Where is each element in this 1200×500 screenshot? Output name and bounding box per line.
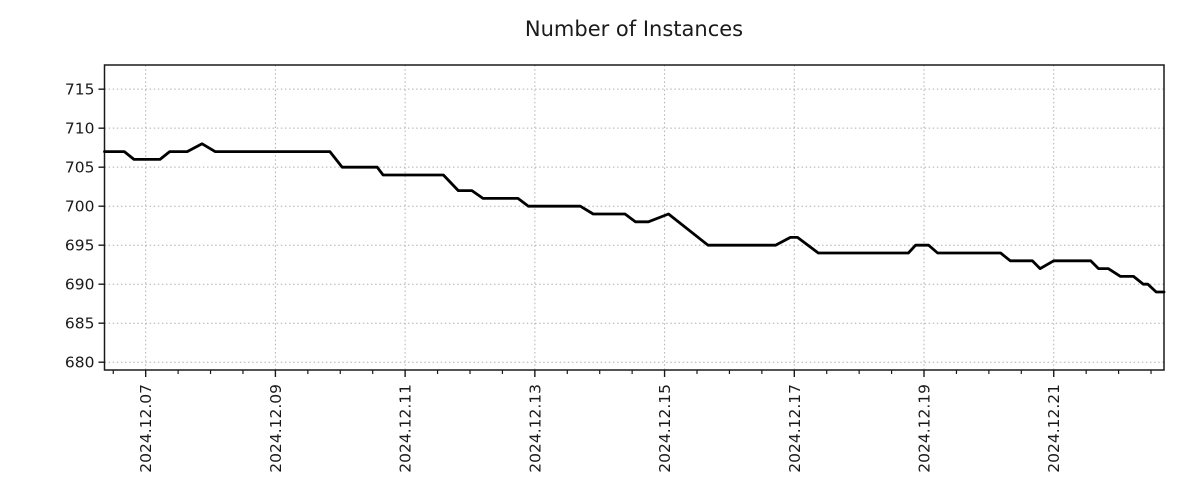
y-tick-label: 680 bbox=[65, 354, 95, 372]
y-tick-label: 685 bbox=[65, 315, 95, 333]
x-tick-label: 2024.12.17 bbox=[786, 384, 804, 473]
x-tick-label: 2024.12.19 bbox=[916, 384, 934, 473]
y-tick-label: 715 bbox=[65, 81, 95, 99]
y-tick-label: 695 bbox=[65, 237, 95, 255]
y-tick-label: 705 bbox=[65, 159, 95, 177]
x-tick-label: 2024.12.21 bbox=[1045, 384, 1063, 473]
x-tick-label: 2024.12.15 bbox=[656, 384, 674, 473]
chart-title: Number of Instances bbox=[524, 17, 744, 41]
y-tick-label: 690 bbox=[65, 276, 95, 294]
x-tick-label: 2024.12.09 bbox=[267, 384, 285, 473]
x-tick-label: 2024.12.07 bbox=[137, 384, 155, 473]
data-line-instances bbox=[103, 142, 1166, 294]
x-tick-label: 2024.12.11 bbox=[397, 384, 415, 473]
y-tick-label: 700 bbox=[65, 198, 95, 216]
x-tick-label: 2024.12.13 bbox=[526, 384, 544, 473]
plot-border bbox=[103, 64, 1165, 371]
y-tick-label: 710 bbox=[65, 120, 95, 138]
